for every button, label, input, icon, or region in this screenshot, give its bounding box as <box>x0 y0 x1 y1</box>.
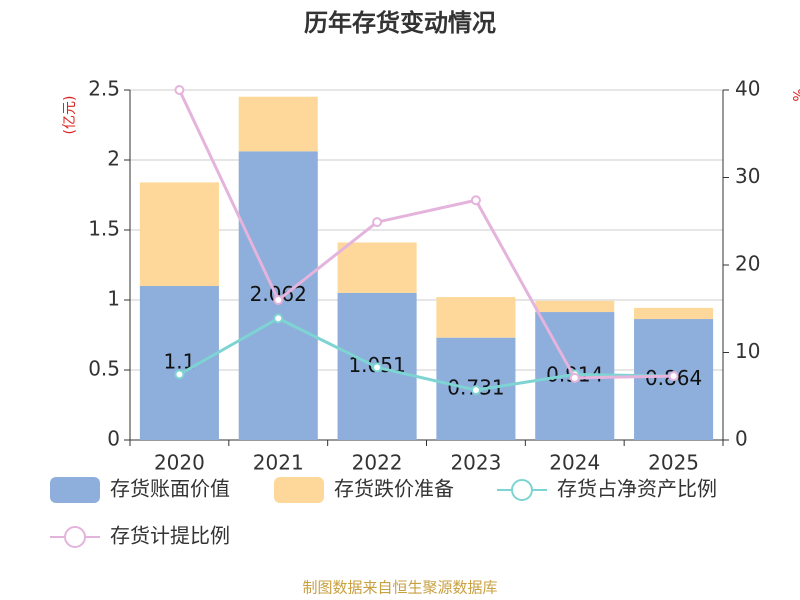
legend-label: 存货占净资产比例 <box>557 477 717 501</box>
x-tick-label: 2022 <box>352 451 403 475</box>
y2-tick-label: 0 <box>735 427 748 451</box>
point <box>273 313 284 324</box>
point <box>470 195 481 206</box>
legend-swatch <box>64 526 86 548</box>
y2-tick-label: 30 <box>735 164 760 188</box>
point <box>174 369 185 380</box>
legend-swatch <box>50 477 100 503</box>
y2-tick-label: 10 <box>735 339 760 363</box>
x-tick-label: 2021 <box>253 451 304 475</box>
x-tick-label: 2024 <box>549 451 600 475</box>
y2-axis-label: % <box>789 88 800 101</box>
y2-tick-label: 20 <box>735 252 760 276</box>
y-tick-label: 1.5 <box>88 217 120 241</box>
legend-label: 存货账面价值 <box>110 477 230 501</box>
line <box>178 89 674 380</box>
source-note: 制图数据来自恒生聚源数据库 <box>302 579 497 597</box>
bar <box>139 182 219 286</box>
bar <box>436 297 516 338</box>
point <box>569 372 580 383</box>
chart-title: 历年存货变动情况 <box>304 9 496 37</box>
bar <box>139 286 219 440</box>
x-tick-label: 2025 <box>648 451 699 475</box>
x-tick-label: 2020 <box>154 451 205 475</box>
y-tick-label: 0 <box>107 427 120 451</box>
y-tick-label: 0.5 <box>88 357 120 381</box>
legend-label: 存货计提比例 <box>110 524 230 548</box>
bar <box>535 300 615 313</box>
legend-swatch <box>274 477 324 503</box>
point <box>668 371 679 382</box>
y-tick-label: 2 <box>107 147 120 171</box>
bar <box>238 96 318 152</box>
point <box>372 362 383 373</box>
y-axis-label: (亿元) <box>62 96 78 135</box>
bar <box>634 307 714 320</box>
point <box>273 295 284 305</box>
y-tick-label: 1 <box>107 287 120 311</box>
x-tick-label: 2023 <box>450 451 501 475</box>
y2-tick-label: 40 <box>735 77 760 101</box>
point <box>372 217 383 228</box>
legend-label: 存货跌价准备 <box>334 477 454 501</box>
bar <box>337 242 417 293</box>
point <box>470 385 481 396</box>
legend-swatch <box>511 479 533 501</box>
y-tick-label: 2.5 <box>88 77 120 101</box>
point <box>174 85 185 95</box>
line <box>178 316 674 392</box>
